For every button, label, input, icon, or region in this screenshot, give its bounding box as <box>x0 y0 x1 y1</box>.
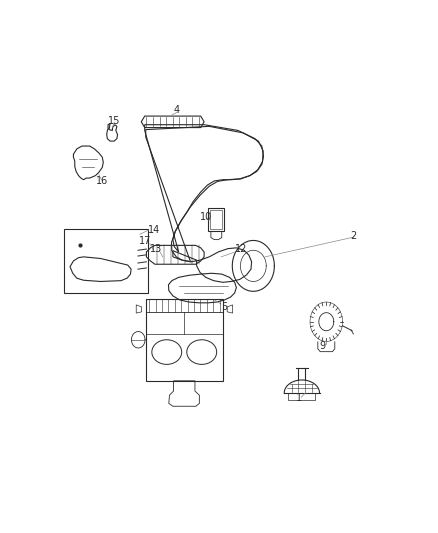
Text: 5: 5 <box>221 302 228 312</box>
Bar <box>208 207 224 231</box>
Text: 12: 12 <box>235 245 247 254</box>
Text: 16: 16 <box>95 176 108 187</box>
Text: 15: 15 <box>108 116 120 126</box>
Text: 13: 13 <box>150 245 162 254</box>
Text: 4: 4 <box>174 105 180 115</box>
Text: 10: 10 <box>200 212 212 222</box>
Text: 2: 2 <box>350 231 357 241</box>
Text: 9: 9 <box>320 341 326 351</box>
Bar <box>64 229 148 293</box>
Text: 14: 14 <box>148 225 160 235</box>
Bar <box>210 210 223 229</box>
Bar <box>288 393 315 400</box>
Text: 17: 17 <box>138 236 151 246</box>
Text: 1: 1 <box>296 393 302 403</box>
Bar <box>146 298 223 381</box>
